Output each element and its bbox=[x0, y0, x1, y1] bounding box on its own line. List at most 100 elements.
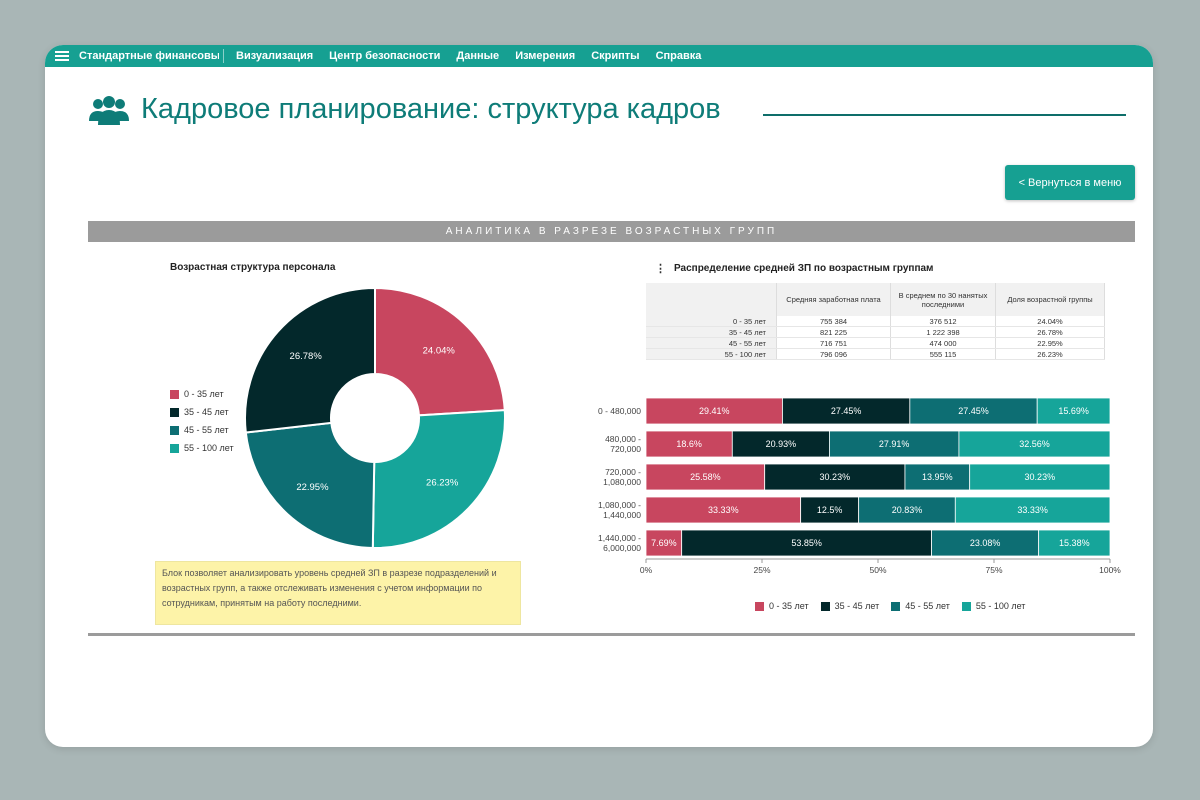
bar-segment-35-45[interactable] bbox=[681, 529, 932, 557]
app-window: Стандартные финансовы... Визуализация Це… bbox=[45, 45, 1153, 747]
menu-separator bbox=[223, 49, 224, 63]
legend-item[interactable]: 55 - 100 лет bbox=[961, 601, 1025, 611]
pie-slice-55-100[interactable] bbox=[371, 409, 506, 549]
table-cell: 474 000 bbox=[890, 337, 996, 349]
legend-item[interactable]: 45 - 55 лет bbox=[170, 421, 234, 439]
table-cell: 796 096 bbox=[776, 348, 891, 360]
bar-segment-35-45[interactable] bbox=[731, 430, 830, 458]
legend-item[interactable]: 0 - 35 лет bbox=[170, 385, 234, 403]
legend-item[interactable]: 45 - 55 лет bbox=[891, 601, 950, 611]
bar-value-label: 27.45% bbox=[958, 406, 989, 416]
pie-slice-35-45[interactable] bbox=[244, 286, 376, 434]
bar-segment-45-55[interactable] bbox=[931, 529, 1040, 557]
legend-item[interactable]: 35 - 45 лет bbox=[170, 403, 234, 421]
y-tick-label: 1,440,000 - bbox=[598, 533, 641, 543]
bar-value-label: 53.85% bbox=[791, 538, 822, 548]
pie-value-label: 26.23% bbox=[426, 477, 459, 488]
bar-segment-55-100[interactable] bbox=[958, 430, 1111, 458]
legend-label: 55 - 100 лет bbox=[184, 443, 234, 453]
table-header: ⋮ Распределение средней ЗП по возрастным… bbox=[655, 262, 933, 275]
table-cell: 1 222 398 bbox=[890, 326, 996, 338]
x-tick-label: 100% bbox=[1099, 565, 1121, 575]
table-row: 35 - 45 лет 821 225 1 222 398 26.78% bbox=[646, 326, 1105, 338]
menu-security-center[interactable]: Центр безопасности bbox=[329, 50, 441, 62]
pie-legend: 0 - 35 лет 35 - 45 лет 45 - 55 лет 55 - 100… bbox=[170, 385, 234, 457]
bar-chart-legend: 0 - 35 лет 35 - 45 лет 45 - 55 лет 55 - 100… bbox=[755, 601, 1037, 611]
legend-label: 35 - 45 лет bbox=[834, 601, 880, 611]
page-header: Кадровое планирование: структура кадров bbox=[87, 93, 721, 126]
pie-value-label: 22.95% bbox=[296, 482, 329, 493]
table-row: 0 - 35 лет 755 384 376 512 24.04% bbox=[646, 316, 1105, 327]
bar-value-label: 33.33% bbox=[708, 505, 739, 515]
y-tick-label: 0 - 480,000 bbox=[598, 406, 641, 416]
bar-segment-55-100[interactable] bbox=[1036, 397, 1111, 425]
menu-visualization[interactable]: Визуализация bbox=[236, 50, 314, 62]
bar-value-label: 7.69% bbox=[651, 538, 677, 548]
menu-scripts[interactable]: Скрипты bbox=[591, 50, 640, 62]
more-options-icon[interactable]: ⋮ bbox=[655, 263, 666, 275]
bar-segment-45-55[interactable] bbox=[858, 496, 956, 524]
bar-segment-45-55[interactable] bbox=[909, 397, 1038, 425]
pie-value-label: 26.78% bbox=[290, 351, 323, 362]
pie-slice-0-35[interactable] bbox=[374, 286, 506, 417]
bar-segment-35-45[interactable] bbox=[764, 463, 906, 491]
bar-segment-45-55[interactable] bbox=[829, 430, 960, 458]
table-row: 45 - 55 лет 716 751 474 000 22.95% bbox=[646, 337, 1105, 349]
table-cell: 55 - 100 лет bbox=[646, 348, 777, 360]
menu-dimensions[interactable]: Измерения bbox=[515, 50, 576, 62]
legend-swatch bbox=[820, 601, 830, 611]
menu-help[interactable]: Справка bbox=[655, 50, 702, 62]
title-underline bbox=[763, 114, 1126, 116]
hamburger-menu-icon[interactable] bbox=[55, 51, 69, 61]
back-to-menu-button[interactable]: < Вернуться в меню bbox=[1005, 165, 1135, 200]
bar-value-label: 20.93% bbox=[766, 439, 797, 449]
bar-segment-0-35[interactable] bbox=[645, 430, 733, 458]
info-note: Блок позволяет анализировать уровень сре… bbox=[155, 561, 521, 625]
bar-segment-55-100[interactable] bbox=[969, 463, 1111, 491]
age-structure-donut-chart: 24.04% 26.23% 22.95% 26.78% bbox=[244, 286, 506, 549]
x-tick-label: 0% bbox=[640, 565, 653, 575]
legend-item[interactable]: 0 - 35 лет bbox=[755, 601, 809, 611]
bar-segment-55-100[interactable] bbox=[954, 496, 1111, 524]
table-cell: 716 751 bbox=[776, 337, 891, 349]
legend-item[interactable]: 35 - 45 лет bbox=[820, 601, 880, 611]
legend-swatch bbox=[170, 425, 179, 435]
table-title: Распределение средней ЗП по возрастным г… bbox=[674, 263, 934, 274]
y-tick-label: 720,000 - bbox=[605, 467, 641, 477]
section-header: АНАЛИТИКА В РАЗРЕЗЕ ВОЗРАСТНЫХ ГРУПП bbox=[88, 221, 1135, 242]
bar-segment-35-45[interactable] bbox=[800, 496, 860, 524]
table-cell: 24.04% bbox=[995, 316, 1105, 327]
legend-swatch bbox=[891, 601, 901, 611]
table-cell: 26.23% bbox=[995, 348, 1105, 360]
y-tick-label: 6,000,000 bbox=[603, 543, 641, 553]
table-col-header: Доля возрастной группы bbox=[995, 283, 1105, 316]
table-cell: 376 512 bbox=[890, 316, 996, 327]
y-tick-label: 1,080,000 - bbox=[598, 500, 641, 510]
menu-data[interactable]: Данные bbox=[456, 50, 500, 62]
bar-value-label: 29.41% bbox=[699, 406, 730, 416]
legend-label: 35 - 45 лет bbox=[184, 407, 229, 417]
bar-value-label: 27.45% bbox=[831, 406, 862, 416]
bar-value-label: 27.91% bbox=[879, 439, 910, 449]
bar-value-label: 20.83% bbox=[892, 505, 923, 515]
table-col-header: В среднем по 30 нанятых последними bbox=[890, 283, 996, 316]
table-cell: 755 384 bbox=[776, 316, 891, 327]
bar-segment-45-55[interactable] bbox=[904, 463, 971, 491]
pie-slice-45-55[interactable] bbox=[244, 421, 376, 549]
legend-swatch bbox=[170, 407, 179, 417]
bar-segment-55-100[interactable] bbox=[1038, 529, 1111, 557]
legend-swatch bbox=[170, 443, 179, 453]
legend-swatch bbox=[755, 601, 764, 611]
bar-value-label: 33.33% bbox=[1017, 505, 1048, 515]
bar-value-label: 13.95% bbox=[922, 472, 953, 482]
y-tick-label: 1,440,000 bbox=[603, 510, 641, 520]
app-title[interactable]: Стандартные финансовы... bbox=[79, 50, 219, 62]
bar-value-label: 30.23% bbox=[1025, 472, 1056, 482]
bar-segment-0-35[interactable] bbox=[645, 529, 683, 557]
bar-segment-0-35[interactable] bbox=[645, 397, 783, 425]
bar-value-label: 12.5% bbox=[817, 505, 843, 515]
bar-value-label: 32.56% bbox=[1019, 439, 1050, 449]
legend-item[interactable]: 55 - 100 лет bbox=[170, 439, 234, 457]
legend-swatch bbox=[961, 601, 971, 611]
table-cell: 45 - 55 лет bbox=[646, 337, 777, 349]
